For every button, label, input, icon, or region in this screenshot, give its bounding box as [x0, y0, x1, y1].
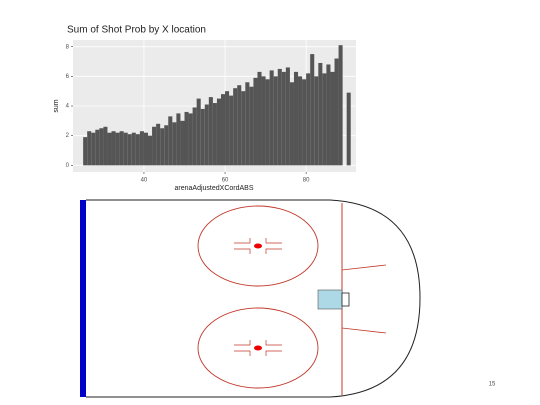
bar	[249, 86, 254, 166]
x-axis-title: arenaAdjustedXCordABS	[175, 185, 254, 192]
bar	[233, 88, 238, 166]
trapezoid-line	[341, 327, 387, 334]
bar	[273, 76, 278, 166]
bar	[180, 120, 185, 166]
bar	[91, 132, 96, 166]
hash-marks	[234, 238, 282, 356]
rink-boards	[86, 199, 421, 398]
bar	[212, 103, 217, 166]
bar	[237, 85, 242, 166]
bar	[95, 129, 100, 166]
y-tick-label: 6	[66, 74, 70, 80]
bar	[83, 137, 88, 166]
faceoff-dot	[254, 345, 262, 351]
bar	[176, 113, 181, 166]
bar	[293, 71, 299, 166]
bar	[192, 107, 197, 166]
bar	[229, 95, 234, 166]
chart-title: Sum of Shot Prob by X location	[67, 25, 206, 36]
x-tick-label: 60	[222, 178, 229, 184]
bar	[208, 97, 213, 166]
blue-line	[80, 200, 86, 397]
bar	[103, 126, 108, 166]
bar	[257, 71, 262, 166]
bar	[306, 73, 311, 166]
bar	[143, 132, 149, 166]
bar	[119, 131, 124, 166]
bar	[298, 76, 303, 166]
faceoff-circle	[197, 205, 319, 287]
bar	[225, 91, 230, 166]
rink-diagram	[80, 199, 421, 398]
bar	[326, 64, 331, 166]
goal-crease	[317, 289, 343, 310]
bar	[253, 77, 258, 166]
bar	[334, 58, 339, 166]
bar	[322, 73, 327, 166]
bar	[99, 128, 104, 166]
bar	[245, 82, 250, 166]
trapezoid-line	[341, 264, 387, 271]
bar	[184, 111, 189, 166]
bar	[346, 92, 351, 166]
bar	[314, 76, 319, 166]
bar	[168, 116, 173, 166]
bar	[152, 126, 157, 166]
bar	[200, 108, 205, 166]
faceoff-circle	[197, 307, 319, 389]
bar	[289, 82, 294, 166]
bar	[285, 67, 290, 166]
bar	[241, 91, 246, 166]
bar	[123, 132, 128, 166]
bar	[87, 131, 92, 166]
chart: Sum of Shot Prob by X location arenaAdju…	[53, 25, 356, 192]
bar	[302, 79, 307, 166]
x-tick-label: 80	[303, 178, 310, 184]
y-tick-label: 4	[66, 104, 70, 110]
bar	[269, 70, 274, 166]
y-tick-label: 0	[66, 163, 70, 169]
x-tick-label: 40	[141, 178, 148, 184]
bar	[131, 132, 136, 166]
bar	[204, 104, 209, 166]
bar	[196, 98, 201, 166]
bar	[310, 54, 315, 166]
y-tick-label: 8	[66, 44, 70, 50]
bar	[135, 134, 140, 166]
goal-net	[341, 292, 350, 307]
bar	[107, 132, 112, 166]
bar	[160, 128, 165, 166]
faceoff-dot	[254, 243, 262, 249]
bar	[188, 113, 193, 166]
bar	[139, 131, 144, 166]
bar	[164, 125, 169, 166]
bar	[265, 79, 270, 166]
bar	[216, 98, 221, 166]
bar	[148, 135, 153, 166]
bar	[261, 76, 266, 166]
slide-number: 15	[489, 382, 496, 388]
bar	[281, 71, 286, 166]
bar	[220, 94, 226, 166]
bar	[338, 45, 343, 166]
bar	[318, 62, 323, 166]
bar	[115, 132, 120, 166]
y-tick-label: 2	[66, 133, 70, 139]
bar	[172, 122, 177, 166]
bar	[277, 68, 282, 166]
bar	[127, 134, 132, 166]
bar	[111, 131, 116, 166]
bar	[156, 123, 161, 166]
bar	[330, 71, 335, 166]
y-axis-title: sum	[53, 99, 60, 112]
